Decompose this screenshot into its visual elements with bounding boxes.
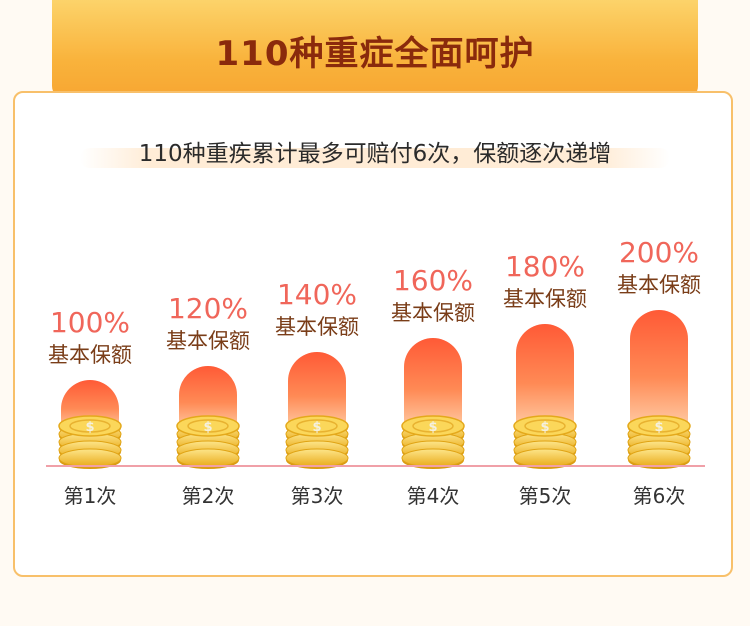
header-banner: 110种重症全面呵护 — [52, 0, 698, 100]
bar — [404, 338, 462, 432]
dollar-icon: $ — [203, 420, 212, 435]
subtitle-highlight — [80, 148, 670, 168]
coin-top — [176, 415, 240, 437]
coin-stack-icon: $ — [401, 415, 465, 469]
value-sublabel: 基本保额 — [617, 273, 701, 297]
coin-top — [285, 415, 349, 437]
dollar-icon: $ — [312, 420, 321, 435]
dollar-icon: $ — [85, 420, 94, 435]
bar — [516, 324, 574, 432]
coin — [176, 448, 240, 468]
coin-ring — [69, 419, 111, 433]
value-label: 200% — [619, 236, 699, 269]
coin-stack-icon: $ — [285, 415, 349, 469]
value-label: 140% — [277, 278, 357, 311]
coin-top — [401, 415, 465, 437]
value-sublabel: 基本保额 — [275, 315, 359, 339]
subtitle-block: 110种重疾累计最多可赔付6次，保额逐次递增 — [80, 130, 670, 170]
coin-stack-icon: $ — [176, 415, 240, 469]
value-sublabel: 基本保额 — [166, 329, 250, 353]
coin-ring — [187, 419, 229, 433]
chart-card — [13, 91, 733, 577]
coin-top — [58, 415, 122, 437]
category-label: 第2次 — [182, 484, 235, 508]
value-label: 180% — [505, 250, 585, 283]
bar — [179, 366, 237, 432]
coin — [401, 448, 465, 468]
value-label: 100% — [50, 306, 130, 339]
coin-ring — [412, 419, 454, 433]
dollar-icon: $ — [654, 420, 663, 435]
coin-ring — [296, 419, 338, 433]
value-sublabel: 基本保额 — [391, 301, 475, 325]
page-title: 110种重症全面呵护 — [215, 34, 535, 74]
category-label: 第4次 — [407, 484, 460, 508]
coin — [627, 448, 691, 468]
bar — [630, 310, 688, 432]
category-label: 第6次 — [633, 484, 686, 508]
coin-top — [627, 415, 691, 437]
bar — [288, 352, 346, 432]
dollar-icon: $ — [540, 420, 549, 435]
coin-top — [513, 415, 577, 437]
coin — [513, 448, 577, 468]
coin-ring — [638, 419, 680, 433]
category-label: 第1次 — [64, 484, 117, 508]
coin-ring — [524, 419, 566, 433]
value-sublabel: 基本保额 — [503, 287, 587, 311]
coin — [285, 448, 349, 468]
category-label: 第3次 — [291, 484, 344, 508]
dollar-icon: $ — [428, 420, 437, 435]
coin — [58, 448, 122, 468]
value-label: 120% — [168, 292, 248, 325]
value-sublabel: 基本保额 — [48, 343, 132, 367]
coin-stack-icon: $ — [58, 415, 122, 469]
chart-subtitle: 110种重疾累计最多可赔付6次，保额逐次递增 — [138, 141, 612, 167]
category-label: 第5次 — [519, 484, 572, 508]
coin-stack-icon: $ — [627, 415, 691, 469]
value-label: 160% — [393, 264, 473, 297]
coin-stack-icon: $ — [513, 415, 577, 469]
